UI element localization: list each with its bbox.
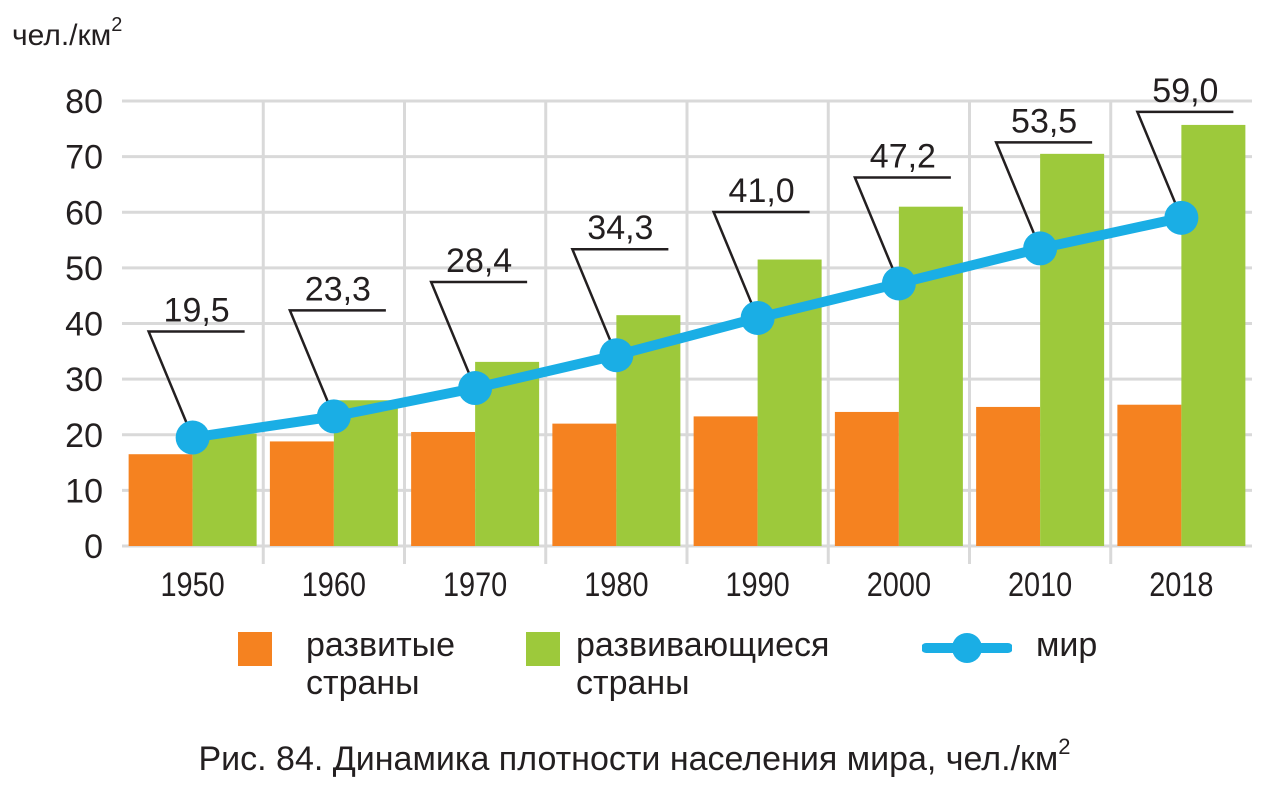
y-tick-label: 40	[65, 306, 103, 344]
legend-swatch-developed	[238, 632, 272, 666]
y-tick-label: 80	[65, 83, 103, 121]
x-tick-label: 2018	[1149, 565, 1213, 604]
data-label-world: 19,5	[164, 292, 230, 330]
legend-item-developed: развитые страны	[238, 626, 626, 702]
bar-developed	[976, 406, 1041, 546]
leader-line	[1135, 110, 1234, 219]
figure-caption: Рис. 84. Динамика плотности населения ми…	[198, 734, 1071, 778]
data-label-world: 59,0	[1152, 72, 1218, 110]
y-axis-label: чел./км2	[12, 14, 123, 52]
leader-line	[853, 176, 951, 284]
leader-line	[994, 141, 1093, 249]
leader-line	[288, 309, 386, 417]
bar-developed	[693, 416, 758, 546]
y-tick-label: 30	[65, 361, 103, 399]
population-density-chart: 0 10 20 30 40 50 60 70 80 1950 1960 1970 1980 1990 200…	[65, 72, 1252, 604]
point-world	[175, 420, 210, 455]
legend-item-developing: развивающиеся страны	[526, 626, 896, 702]
bar-developing	[1040, 153, 1105, 546]
bar-developed	[128, 454, 193, 546]
bar-developing	[898, 206, 963, 546]
data-label-world: 53,5	[1011, 102, 1077, 140]
bar-developing	[1181, 124, 1246, 546]
y-tick-label: 10	[65, 472, 103, 510]
x-tick-label: 1970	[443, 565, 507, 604]
data-label-world: 47,2	[870, 137, 936, 175]
x-tick-label: 1980	[584, 565, 648, 604]
bar-developed	[834, 411, 899, 546]
legend-item-world: мир	[922, 626, 1269, 672]
x-tick-label: 1960	[302, 565, 366, 604]
x-tick-label: 1990	[725, 565, 789, 604]
y-tick-label: 20	[65, 417, 103, 455]
legend-label-developed: развитые страны	[306, 626, 455, 702]
bar-developed	[411, 431, 476, 546]
point-world	[740, 300, 775, 335]
y-tick-label: 70	[65, 139, 103, 177]
bar-developing	[192, 433, 257, 546]
leader-line	[570, 247, 669, 356]
bar-developed	[1117, 404, 1182, 546]
data-label-world: 28,4	[446, 242, 512, 280]
line-world	[187, 212, 1187, 443]
y-tick-label: 60	[65, 194, 103, 232]
bar-developed	[552, 423, 617, 546]
legend-line-world	[922, 633, 1012, 663]
leader-line	[146, 330, 245, 439]
x-tick-label: 2010	[1008, 565, 1072, 604]
point-world	[881, 266, 916, 301]
leader-line	[711, 210, 810, 319]
data-label-world: 34,3	[587, 209, 653, 247]
legend-label-world: мир	[1036, 626, 1098, 664]
point-world	[316, 399, 351, 434]
y-tick-label: 0	[84, 528, 103, 566]
point-world	[599, 338, 634, 373]
leader-line	[429, 280, 528, 389]
data-label-world: 41,0	[729, 172, 795, 210]
point-world	[1164, 200, 1199, 235]
legend-swatch-developing	[526, 632, 560, 666]
legend-label-developing: развивающиеся страны	[576, 626, 830, 702]
legend: развитые страны развивающиеся страны мир	[0, 626, 1269, 716]
data-label-world: 23,3	[305, 270, 371, 308]
point-world	[458, 371, 493, 406]
x-tick-label: 2000	[867, 565, 931, 604]
bar-developed	[269, 441, 334, 546]
y-tick-label: 50	[65, 250, 103, 288]
x-tick-label: 1950	[160, 565, 224, 604]
point-world	[1023, 231, 1058, 266]
